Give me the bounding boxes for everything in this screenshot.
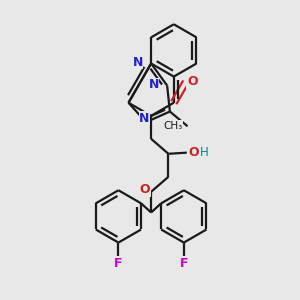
Text: N: N: [139, 112, 150, 125]
Text: O: O: [140, 183, 151, 196]
Text: F: F: [114, 257, 123, 270]
Text: O: O: [187, 75, 198, 88]
Text: N: N: [148, 78, 159, 92]
Text: N: N: [132, 56, 143, 68]
Text: F: F: [180, 257, 188, 270]
Text: H: H: [200, 146, 209, 159]
Text: O: O: [188, 146, 199, 159]
Text: CH₃: CH₃: [164, 121, 183, 131]
